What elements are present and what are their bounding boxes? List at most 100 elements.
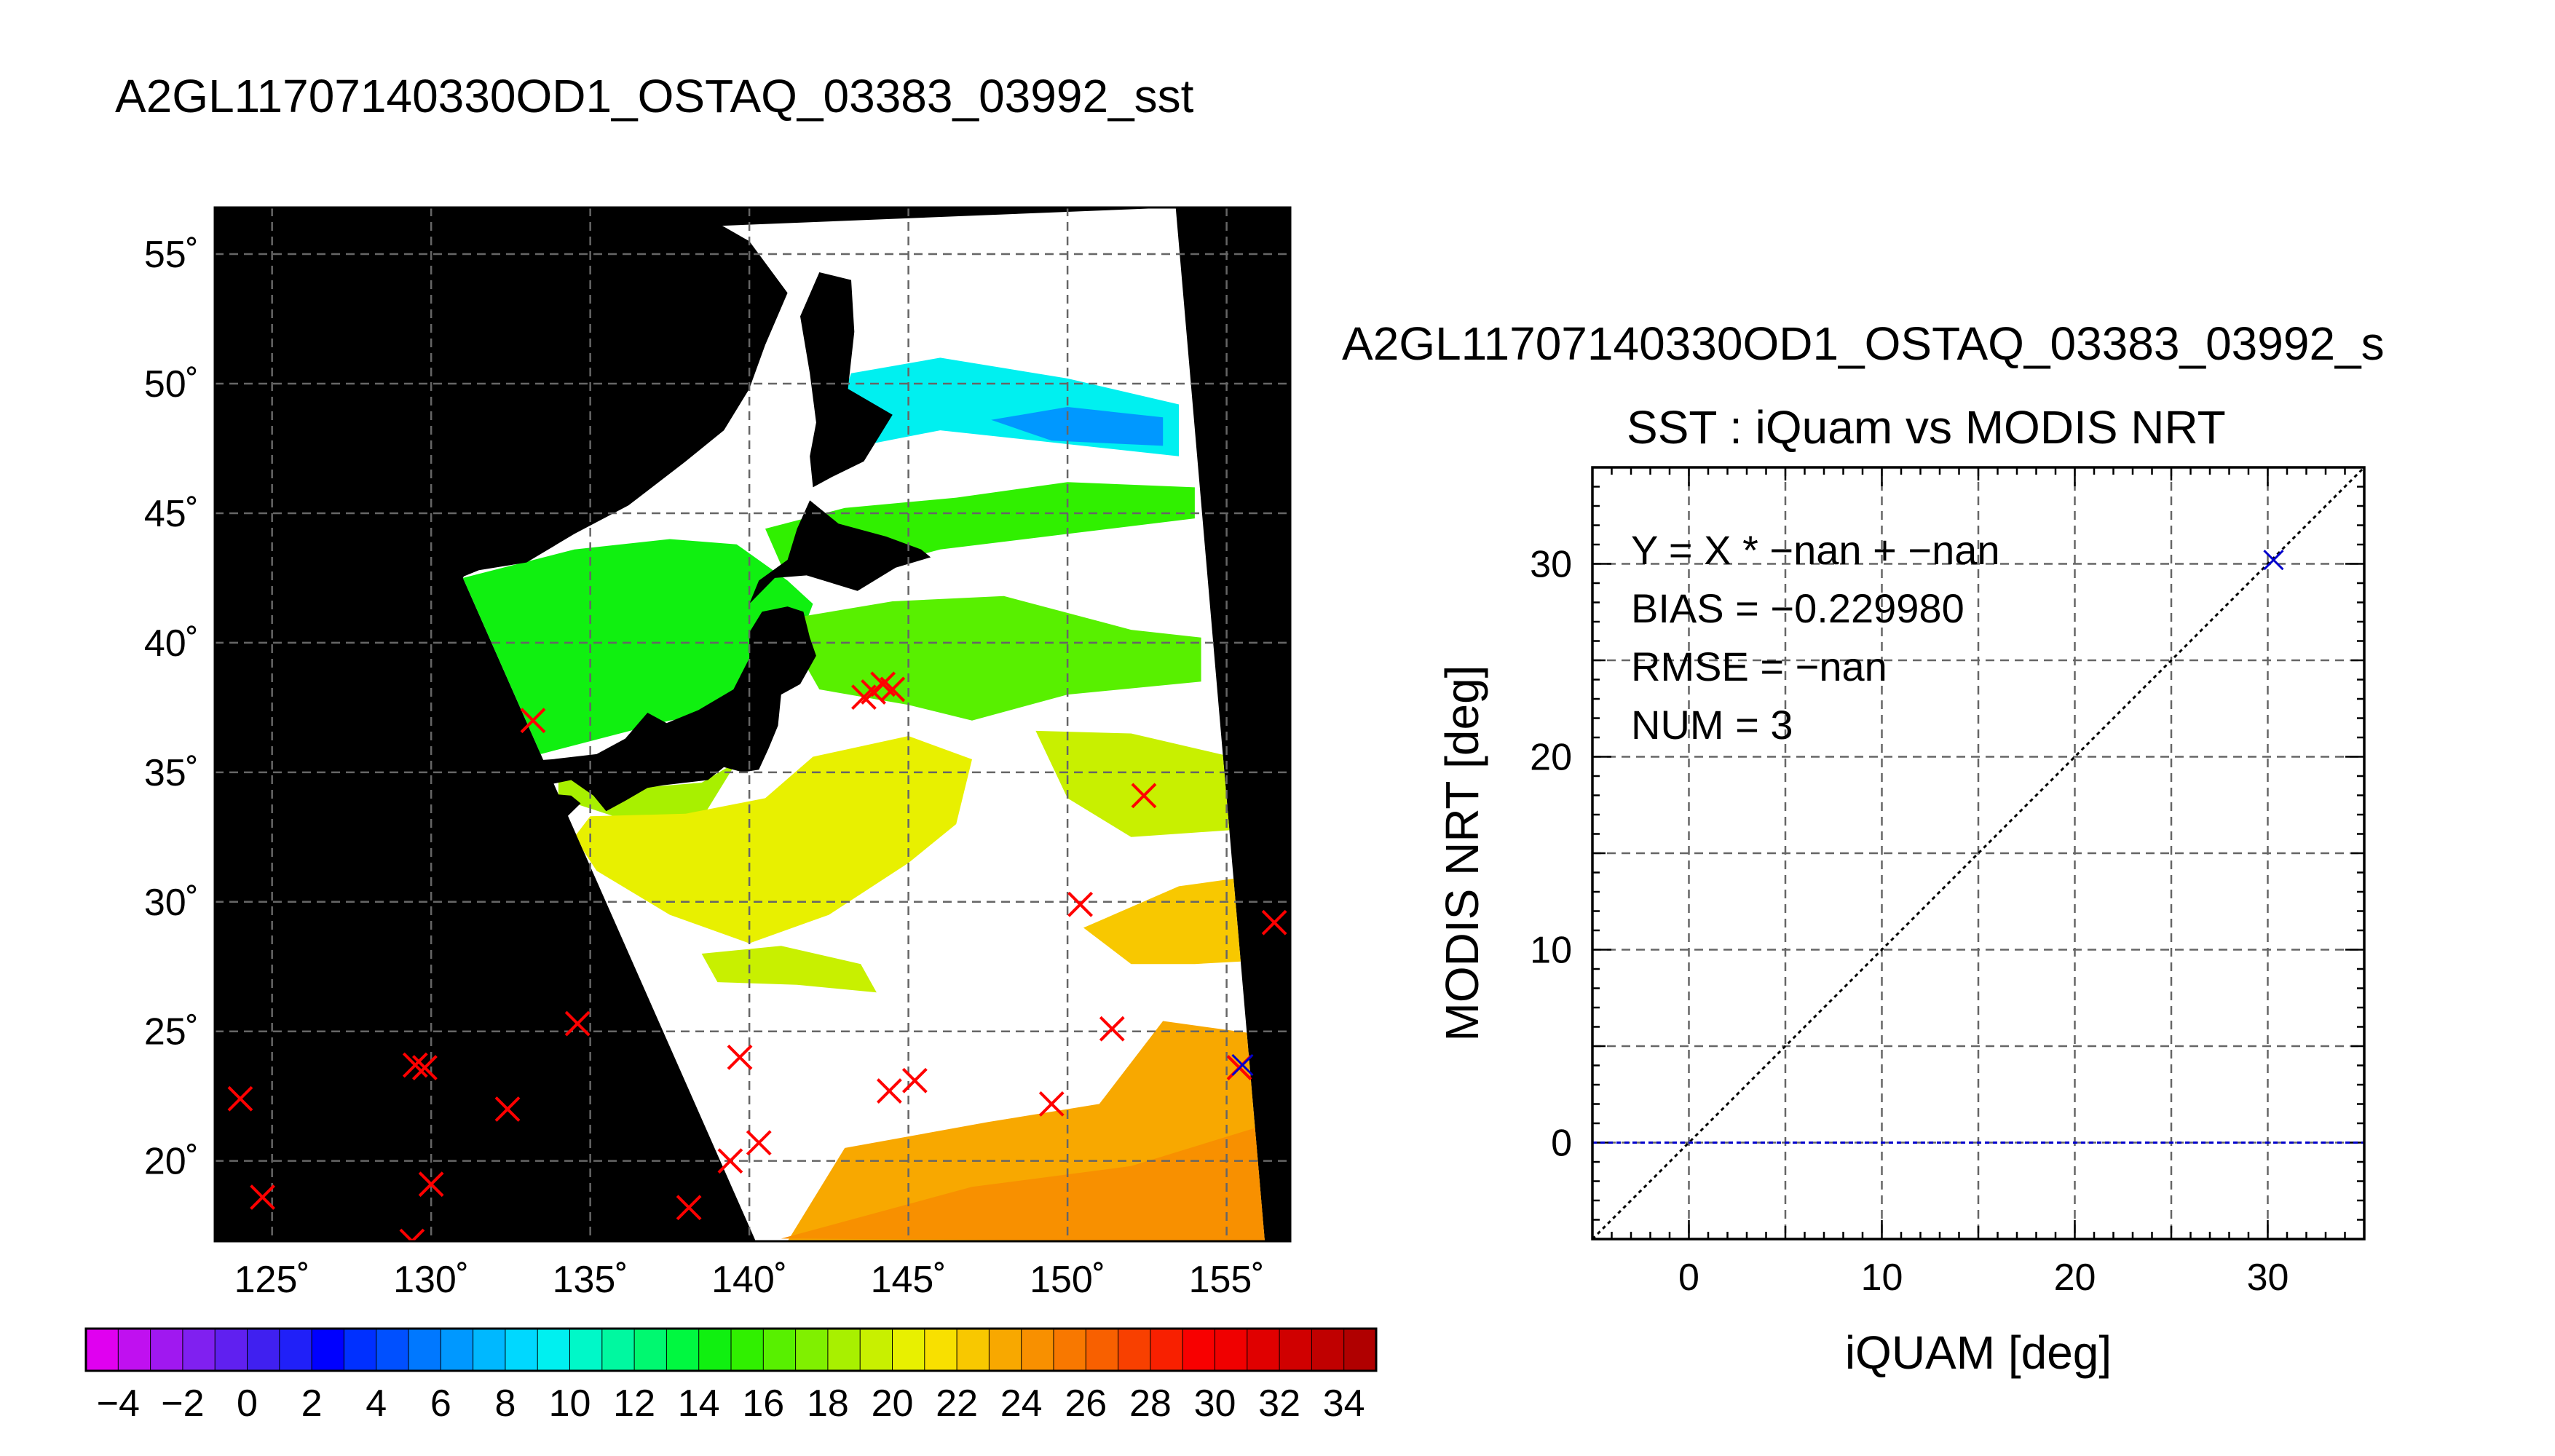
map-plot-area — [215, 207, 1290, 1241]
colorbar-cell — [666, 1329, 700, 1371]
colorbar-cell — [247, 1329, 280, 1371]
colorbar-cell — [1215, 1329, 1248, 1371]
sst-okhotsk-cold — [991, 407, 1164, 446]
scatter-y-tick-label: 20 — [1530, 737, 1572, 779]
colorbar-cell — [1343, 1329, 1377, 1371]
colorbar-cell — [1118, 1329, 1151, 1371]
land-honshu — [424, 606, 816, 877]
colorbar-cell — [1086, 1329, 1119, 1371]
colorbar-tick-label: −2 — [161, 1382, 204, 1425]
colorbar-cell — [473, 1329, 506, 1371]
matchup-marker — [520, 708, 546, 734]
matchup-marker — [1261, 909, 1287, 935]
matchup-marker — [564, 1010, 591, 1037]
colorbar-tick-label: 16 — [742, 1382, 784, 1425]
land-asia-mainland — [215, 207, 788, 786]
map-x-tick-label: 145˚ — [871, 1259, 947, 1301]
colorbar-tick-label: 10 — [549, 1382, 591, 1425]
colorbar-cell — [1311, 1329, 1345, 1371]
colorbar-cell — [827, 1329, 861, 1371]
matchup-marker — [227, 1085, 253, 1112]
sst-south-1 — [701, 946, 877, 993]
colorbar-tick-label: 32 — [1258, 1382, 1300, 1425]
colorbar-cell — [1150, 1329, 1183, 1371]
colorbar-cell — [731, 1329, 764, 1371]
matchup-marker — [676, 1195, 702, 1221]
colorbar-cell — [1021, 1329, 1054, 1371]
scatter-y-axis-label: MODIS NRT [deg] — [1436, 665, 1488, 1042]
scatter-x-tick-label: 20 — [2054, 1257, 2096, 1299]
colorbar-tick-label: 14 — [678, 1382, 720, 1425]
colorbar-cell — [215, 1329, 248, 1371]
map-y-tick-label: 40˚ — [144, 622, 199, 665]
colorbar-cell — [634, 1329, 667, 1371]
land-shikoku — [508, 793, 581, 830]
scatter-y-tick-label: 30 — [1530, 544, 1572, 586]
scatter-y-tick-label: 0 — [1551, 1123, 1572, 1165]
main-title: A2GL11707140330OD1_OSTAQ_03383_03992_sst — [115, 70, 1194, 122]
matchup-marker — [1131, 783, 1157, 809]
colorbar-cell — [860, 1329, 893, 1371]
land-hokkaido — [749, 500, 931, 604]
colorbar-cell — [86, 1329, 119, 1371]
colorbar-cell — [537, 1329, 571, 1371]
scatter-point — [2263, 550, 2284, 571]
colorbar-tick-label: 22 — [936, 1382, 978, 1425]
colorbar-cell — [182, 1329, 216, 1371]
colorbar-cell — [892, 1329, 925, 1371]
sst-field — [462, 357, 1265, 1241]
colorbar-cell — [1247, 1329, 1280, 1371]
colorbar-tick-label: 4 — [366, 1382, 387, 1425]
colorbar-tick-label: 34 — [1323, 1382, 1365, 1425]
colorbar-cell — [1054, 1329, 1086, 1371]
matchup-marker-blue — [1231, 1053, 1254, 1077]
matchup-marker — [901, 1067, 928, 1093]
colorbar-cell — [344, 1329, 377, 1371]
sst-kuroshio-south — [574, 736, 972, 943]
matchup-marker — [494, 1096, 521, 1122]
map-x-tick-label: 130˚ — [393, 1259, 469, 1301]
colorbar-cell — [989, 1329, 1022, 1371]
scatter-frame — [1591, 466, 2366, 1241]
land-sakhalin — [800, 272, 893, 488]
scatter-file-title: A2GL11707140330OD1_OSTAQ_03383_03992_s — [1342, 317, 2385, 370]
matchup-marker — [411, 1055, 438, 1080]
colorbar-tick-label: 18 — [807, 1382, 849, 1425]
colorbar-cell — [279, 1329, 312, 1371]
matchup-marker — [1038, 1091, 1065, 1117]
colorbar-tick-label: 8 — [494, 1382, 516, 1425]
colorbar-cell — [118, 1329, 151, 1371]
matchup-marker — [880, 676, 906, 703]
colorbar-cell — [408, 1329, 441, 1371]
colorbar-tick-label: 6 — [430, 1382, 451, 1425]
matchup-marker — [399, 1228, 425, 1241]
matchup-marker — [727, 1044, 753, 1070]
colorbar-tick-label: 12 — [613, 1382, 655, 1425]
colorbar-tick-label: 24 — [1000, 1382, 1043, 1425]
scatter-stat-line: NUM = 3 — [1631, 702, 1793, 748]
scatter-title: SST : iQuam vs MODIS NRT — [1627, 401, 2226, 454]
colorbar-tick-label: 2 — [301, 1382, 323, 1425]
scatter-x-tick-label: 30 — [2247, 1257, 2289, 1299]
colorbar-tick-label: 0 — [237, 1382, 258, 1425]
map-y-tick-label: 35˚ — [144, 752, 199, 794]
colorbar-cell — [505, 1329, 538, 1371]
map-frame — [213, 206, 1292, 1243]
colorbar-cell — [698, 1329, 732, 1371]
colorbar-cell — [441, 1329, 474, 1371]
map-x-tick-label: 140˚ — [711, 1259, 787, 1301]
map-y-tick-label: 20˚ — [144, 1141, 199, 1183]
scatter-y-tick-label: 10 — [1530, 930, 1572, 972]
colorbar-tick-label: −4 — [97, 1382, 140, 1425]
scatter-stat-line: BIAS = −0.229980 — [1631, 585, 1964, 631]
scatter-stat-line: Y = X * −nan + −nan — [1631, 527, 2000, 573]
colorbar-cell — [924, 1329, 957, 1371]
colorbar-tick-label: 30 — [1194, 1382, 1236, 1425]
colorbar-cell — [1182, 1329, 1216, 1371]
matchup-marker — [1067, 891, 1094, 917]
scatter-stat-line: RMSE = −nan — [1631, 644, 1887, 689]
colorbar-cell — [763, 1329, 797, 1371]
matchup-marker — [418, 1171, 444, 1198]
colorbar-cell — [1279, 1329, 1312, 1371]
